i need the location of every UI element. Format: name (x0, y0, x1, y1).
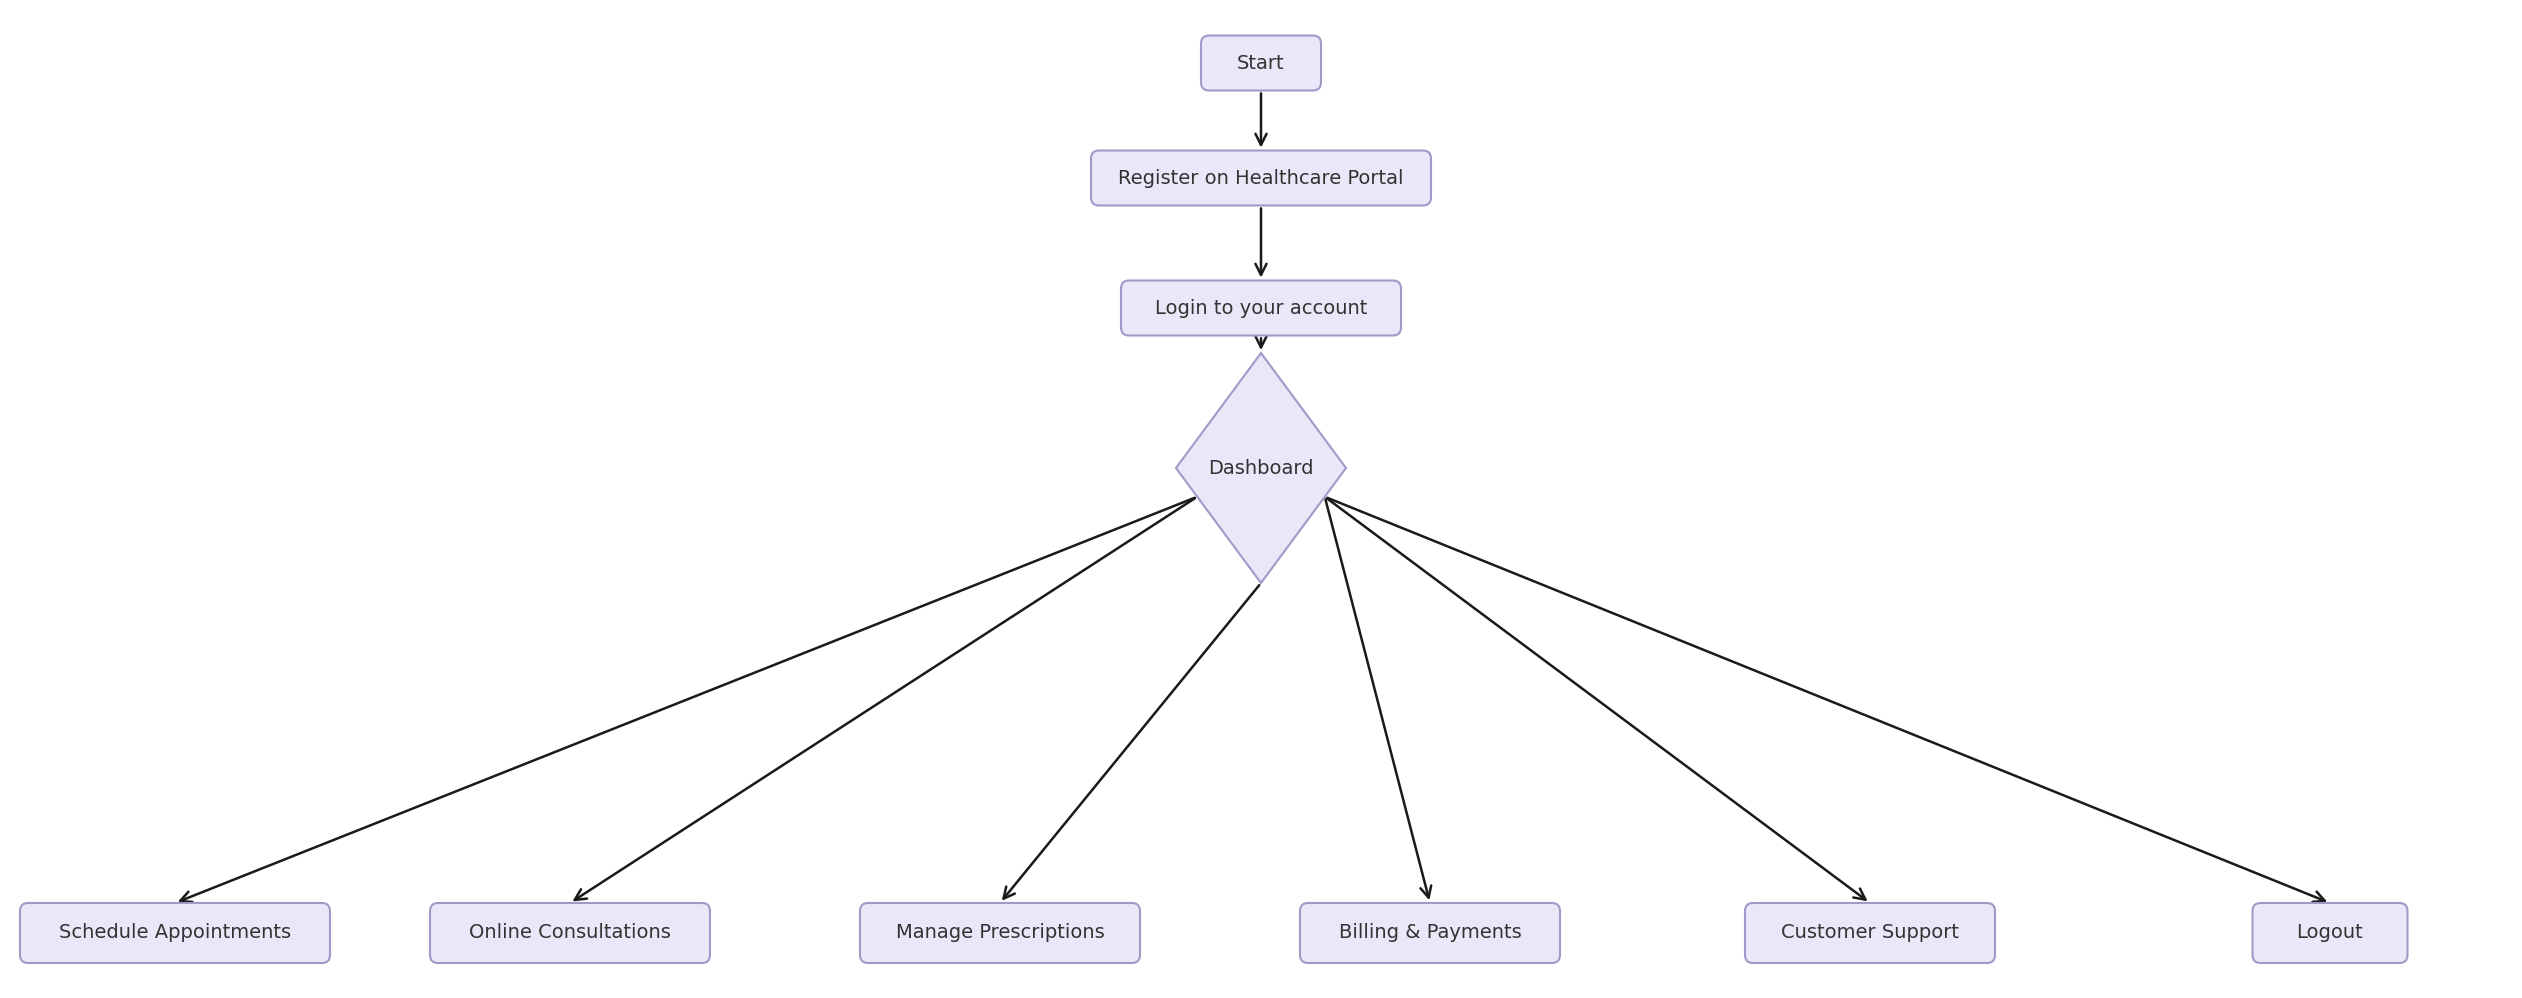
Text: Login to your account: Login to your account (1155, 298, 1367, 317)
Text: Billing & Payments: Billing & Payments (1339, 923, 1521, 942)
FancyBboxPatch shape (1200, 36, 1322, 91)
FancyBboxPatch shape (20, 903, 330, 963)
FancyBboxPatch shape (1299, 903, 1561, 963)
Text: Online Consultations: Online Consultations (469, 923, 671, 942)
FancyBboxPatch shape (860, 903, 1140, 963)
Text: Manage Prescriptions: Manage Prescriptions (895, 923, 1105, 942)
Text: Customer Support: Customer Support (1781, 923, 1960, 942)
FancyBboxPatch shape (2252, 903, 2409, 963)
FancyBboxPatch shape (1120, 280, 1402, 335)
Text: Register on Healthcare Portal: Register on Healthcare Portal (1117, 169, 1405, 188)
Polygon shape (1175, 353, 1347, 583)
FancyBboxPatch shape (1092, 151, 1430, 206)
Text: Start: Start (1238, 54, 1284, 73)
Text: Dashboard: Dashboard (1208, 458, 1314, 477)
FancyBboxPatch shape (429, 903, 711, 963)
Text: Logout: Logout (2298, 923, 2363, 942)
FancyBboxPatch shape (1745, 903, 1995, 963)
Text: Schedule Appointments: Schedule Appointments (58, 923, 290, 942)
